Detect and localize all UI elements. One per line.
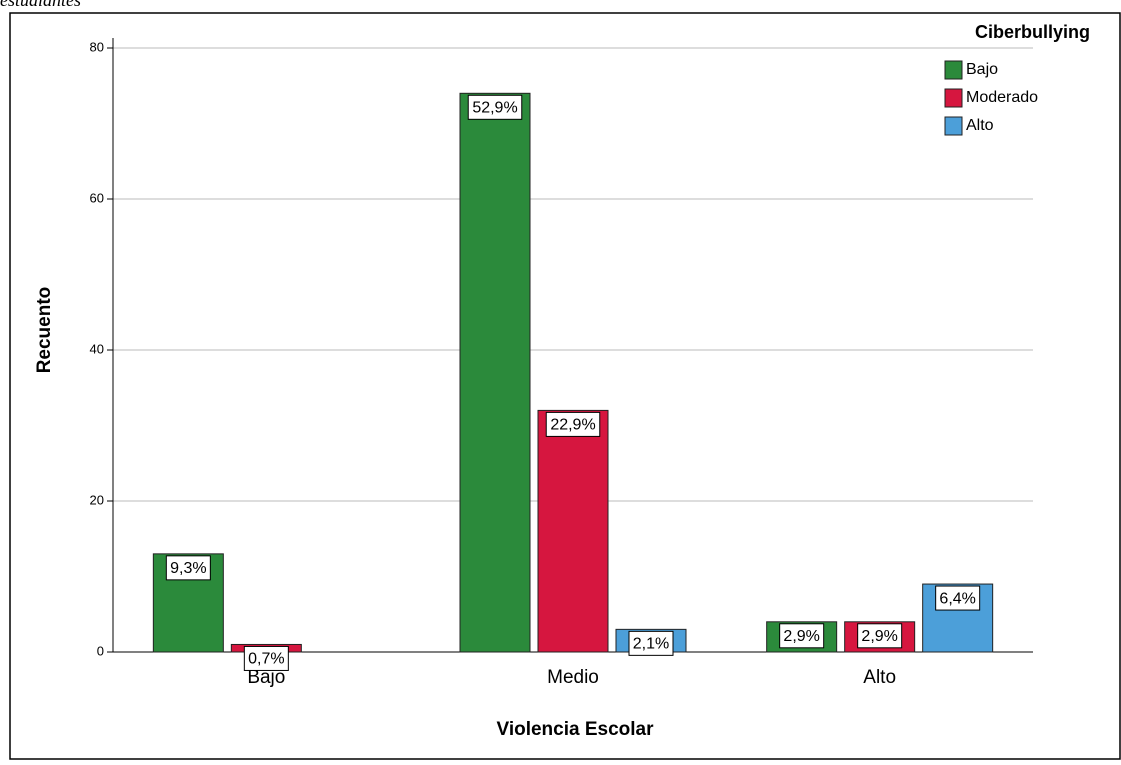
y-tick-label: 20 — [90, 492, 104, 507]
legend-label: Alto — [966, 117, 994, 134]
data-label-box — [935, 585, 981, 611]
data-label: 6,4% — [939, 590, 975, 607]
data-label: 0,7% — [248, 651, 284, 668]
y-tick-label: 80 — [90, 39, 104, 54]
y-tick-label: 0 — [97, 643, 104, 658]
data-label: 2,9% — [783, 628, 819, 645]
data-label: 52,9% — [472, 100, 517, 117]
legend-swatch — [944, 88, 963, 108]
x-tick-label: Alto — [863, 667, 896, 688]
y-axis-label: Recuento — [34, 287, 55, 374]
x-axis-label: Violencia Escolar — [496, 719, 654, 740]
legend-label: Moderado — [966, 89, 1038, 106]
data-label: 2,1% — [633, 636, 669, 653]
y-tick-label: 40 — [90, 341, 104, 356]
caption: estudiantes — [0, 0, 81, 10]
legend-label: Bajo — [966, 61, 998, 78]
data-label-box — [857, 623, 903, 649]
x-tick-label: Medio — [547, 667, 599, 688]
y-tick-label: 60 — [90, 190, 104, 205]
data-label-box — [243, 645, 289, 671]
bar — [537, 409, 609, 653]
legend-swatch — [944, 60, 963, 80]
data-label: 2,9% — [861, 628, 897, 645]
data-label-box — [628, 630, 674, 656]
data-label: 9,3% — [170, 560, 206, 577]
data-label-box — [467, 94, 523, 120]
data-label: 22,9% — [550, 417, 595, 434]
bar — [459, 92, 531, 653]
data-label-box — [545, 411, 601, 437]
legend-swatch — [944, 116, 963, 136]
data-label-box — [779, 623, 825, 649]
x-tick-label: Bajo — [247, 667, 285, 688]
data-label-box — [165, 555, 211, 581]
legend-title: Ciberbullying — [975, 22, 1090, 42]
